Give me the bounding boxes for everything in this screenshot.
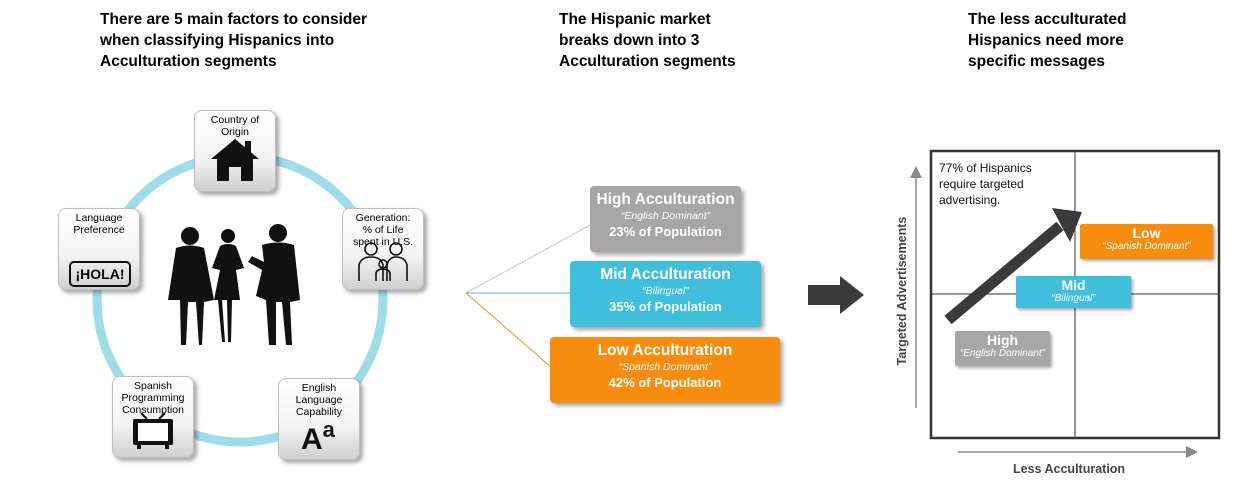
factors-heading-line: Acculturation segments (100, 53, 277, 70)
factor-language-preference: Language Preference ¡HOLA! (58, 208, 140, 290)
factor-label: Generation: % of Life spent in U.S. (343, 209, 423, 248)
segment-subtitle: “Spanish Dominant” (618, 361, 712, 373)
segment-subtitle: “English Dominant” (620, 210, 711, 222)
matrix-note-line: advertising. (939, 193, 1001, 207)
segment-title: High Acculturation (596, 191, 735, 208)
hola-icon: ¡HOLA! (69, 261, 131, 287)
letter-small: a (322, 417, 335, 442)
matrix-box-subtitle: “Spanish Dominant” (1102, 241, 1191, 252)
factor-label-line: Country of (210, 114, 260, 126)
messages-heading-line: specific messages (968, 53, 1106, 70)
segment-population: 35% of Population (609, 299, 722, 314)
factor-label-line: Programming (121, 392, 185, 404)
factors-heading: There are 5 main factors to consider whe… (100, 9, 367, 72)
matrix-box-subtitle: “English Dominant” (959, 348, 1046, 359)
factor-label: Spanish Programming Consumption (113, 377, 193, 416)
segment-title: Mid Acculturation (600, 266, 731, 283)
segment-high: High Acculturation “English Dominant” 23… (590, 186, 741, 252)
factors-heading-line: There are 5 main factors to consider (100, 11, 368, 28)
factor-english-capability: English Language Capability Aa (278, 378, 360, 460)
house-icon (211, 139, 259, 181)
factor-label-line: Consumption (122, 404, 184, 416)
matrix-note-line: 77% of Hispanics (939, 161, 1032, 175)
factor-label-line: Spanish (134, 380, 172, 392)
factors-heading-line: when classifying Hispanics into (100, 32, 335, 49)
factor-label-line: Preference (73, 224, 125, 236)
segment-title: Low Acculturation (597, 342, 733, 359)
matrix-box-low: Low “Spanish Dominant” (1080, 224, 1213, 259)
matrix-xlabel: Less Acculturation (1013, 462, 1126, 476)
matrix-box-mid: Mid “Bilingual” (1016, 276, 1131, 308)
segment-mid: Mid Acculturation “Bilingual” 35% of Pop… (570, 261, 761, 327)
segment-population: 23% of Population (609, 224, 722, 239)
trend-arrow-head (1052, 208, 1082, 242)
factor-label: Country of Origin (195, 111, 275, 138)
factor-country-of-origin: Country of Origin (194, 110, 276, 192)
matrix-box-subtitle: “Bilingual” (1051, 293, 1096, 304)
factor-label-line: English (301, 382, 337, 394)
segments-heading: The Hispanic market breaks down into 3 A… (559, 9, 736, 72)
factor-label-line: Language (75, 212, 123, 224)
matrix-ylabel: Targeted Advertisements (895, 216, 909, 366)
factor-label-line: Origin (220, 126, 249, 138)
tv-icon (133, 412, 173, 449)
letters-icon: Aa (301, 417, 335, 457)
matrix-note-line: require targeted (939, 177, 1024, 191)
trend-arrow-shaft (944, 221, 1064, 325)
letter-big: A (301, 423, 323, 456)
segments-heading-line: breaks down into 3 (559, 32, 700, 49)
arrow-right-icon (808, 276, 864, 314)
factor-label: English Language Capability (279, 379, 359, 418)
family-icon (358, 242, 408, 281)
factor-label: Language Preference (59, 209, 139, 236)
messages-heading-line: The less acculturated (968, 11, 1127, 28)
matrix-box-high: High “English Dominant” (955, 331, 1050, 366)
factor-label-line: % of Life (362, 224, 404, 236)
segments-heading-line: The Hispanic market (559, 11, 711, 28)
people-silhouette-icon (168, 224, 300, 345)
segment-subtitle: “Bilingual” (642, 285, 689, 297)
segment-low: Low Acculturation “Spanish Dominant” 42%… (550, 337, 780, 403)
factor-label-line: spent in U.S. (352, 236, 414, 248)
factor-label-line: Generation: (355, 212, 411, 224)
factor-generation: Generation: % of Life spent in U.S. (342, 208, 424, 290)
messages-heading: The less acculturated Hispanics need mor… (968, 9, 1127, 72)
segments-heading-line: Acculturation segments (559, 53, 736, 70)
matrix-note: 77% of Hispanics require targeted advert… (939, 160, 1032, 208)
messages-heading-line: Hispanics need more (968, 32, 1124, 49)
matrix-box-title: Low (1132, 225, 1161, 241)
factor-label-line: Capability (295, 406, 343, 418)
factor-spanish-programming: Spanish Programming Consumption (112, 376, 194, 458)
matrix-box-title: Mid (1061, 277, 1086, 293)
matrix-box-title: High (986, 332, 1019, 348)
segment-population: 42% of Population (608, 375, 722, 390)
hola-text: ¡HOLA! (75, 266, 125, 282)
factor-label-line: Language (295, 394, 343, 406)
